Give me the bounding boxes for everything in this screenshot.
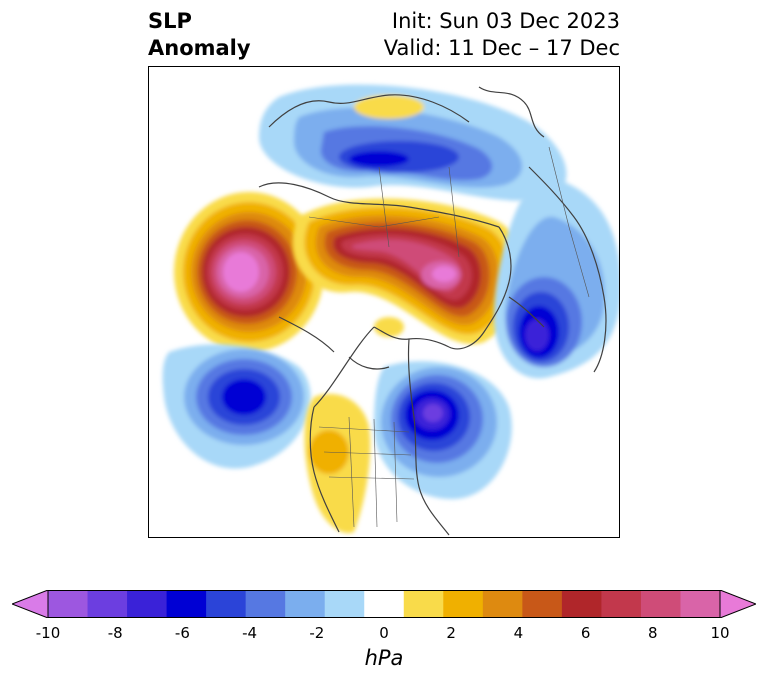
colorbar-tick-label: 10: [710, 624, 730, 642]
map-title: SLP Anomaly: [148, 8, 251, 62]
colorbar-segment: [522, 590, 563, 618]
colorbar-tick-label: -8: [107, 624, 123, 642]
title-line-anomaly: Anomaly: [148, 36, 251, 60]
pacific-high-anomaly: [174, 192, 324, 352]
anomaly-map: [149, 67, 619, 537]
colorbar-segment: [482, 590, 523, 618]
colorbar-tick-label: -2: [309, 624, 325, 642]
colorbar: [12, 590, 756, 618]
colorbar-unit-label: hPa: [364, 646, 404, 670]
colorbar-extend-min: [12, 590, 49, 618]
colorbar-segment: [640, 590, 681, 618]
colorbar-tick-label: 8: [648, 624, 658, 642]
colorbar-segment: [285, 590, 326, 618]
colorbar-tick-label: 6: [580, 624, 591, 642]
colorbar-tick-label: 0: [379, 624, 389, 642]
map-panel: [148, 66, 620, 538]
colorbar-segment: [324, 590, 365, 618]
date-info: Init: Sun 03 Dec 2023 Valid: 11 Dec – 17…: [384, 8, 620, 62]
colorbar-segment: [245, 590, 286, 618]
colorbar-segment: [680, 590, 721, 618]
colorbar-segment: [206, 590, 247, 618]
borders: [308, 146, 590, 528]
init-date: Init: Sun 03 Dec 2023: [391, 9, 620, 33]
colorbar-tick-label: 4: [513, 624, 524, 642]
valid-range: Valid: 11 Dec – 17 Dec: [383, 36, 620, 60]
colorbar-tick-label: -4: [242, 624, 258, 642]
colorbar-frame: [47, 590, 721, 618]
colorbar-segment: [403, 590, 444, 618]
arctic-high-anomaly: [292, 198, 522, 345]
title-line-slp: SLP: [148, 9, 192, 33]
eurasia-low-anomaly: [259, 84, 567, 201]
coastlines: [258, 86, 607, 536]
colorbar-tick-label: -6: [174, 624, 190, 642]
colorbar-segment: [48, 590, 89, 618]
colorbar-segment: [87, 590, 128, 618]
colorbar-extend-max: [719, 590, 756, 618]
colorbar-segment: [443, 590, 484, 618]
colorbar-segment: [166, 590, 207, 618]
colorbar-tick-label: -10: [35, 624, 61, 642]
east-coast-low-anomaly: [374, 361, 512, 500]
colorbar-tick-label: 2: [446, 624, 456, 642]
colorbar-segment: [601, 590, 642, 618]
atlantic-low-anomaly: [494, 176, 619, 379]
colorbar-segment: [364, 590, 405, 618]
colorbar-segment: [127, 590, 168, 618]
colorbar-segment: [561, 590, 602, 618]
pacific-low-anomaly: [162, 344, 311, 469]
